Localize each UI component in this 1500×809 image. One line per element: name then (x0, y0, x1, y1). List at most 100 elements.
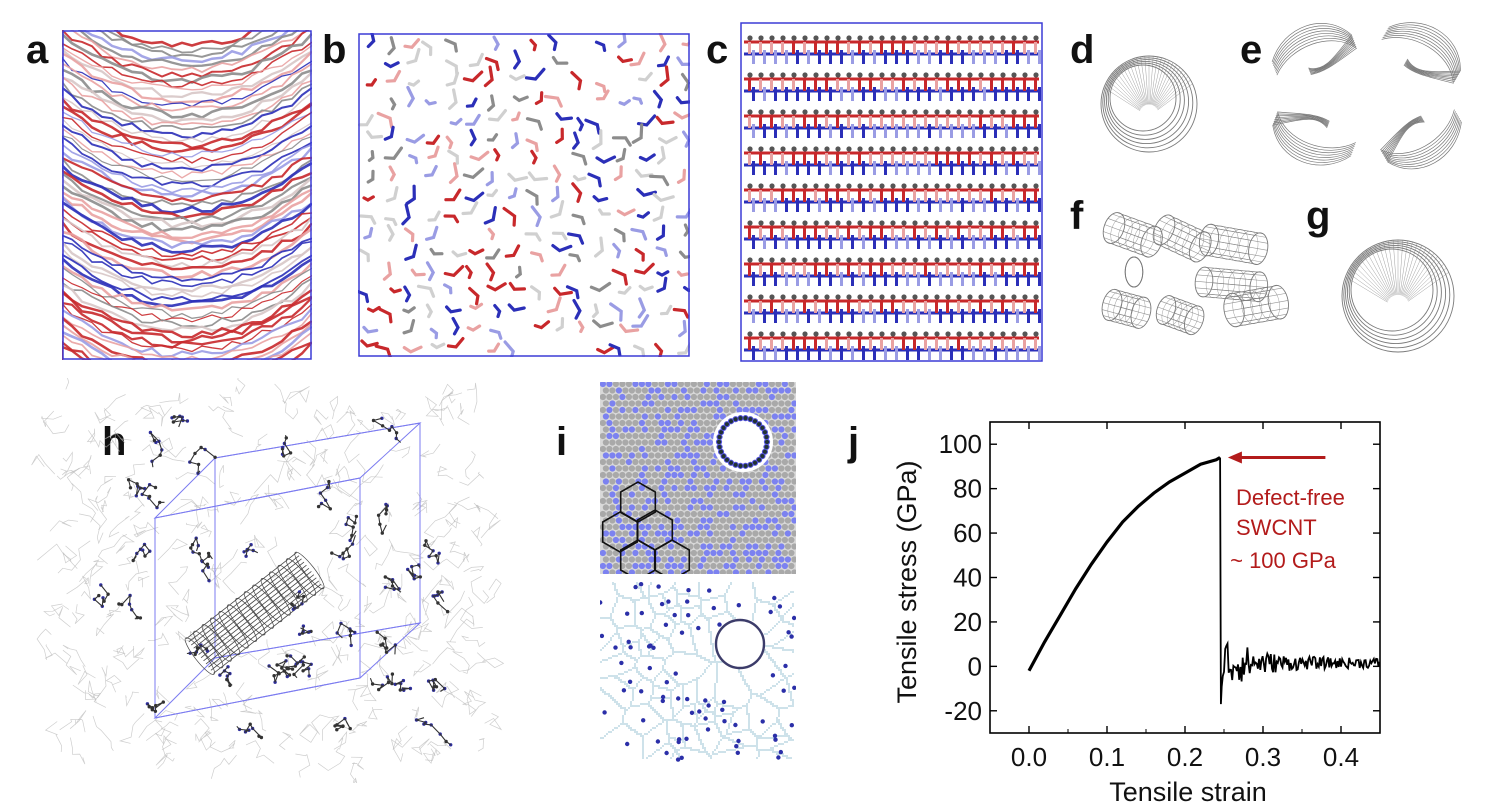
panel-label-h: h (102, 420, 127, 464)
atom (619, 471, 626, 479)
atom (788, 406, 795, 414)
layer-atom (890, 183, 896, 189)
atom (638, 562, 645, 570)
chain-line (62, 156, 312, 203)
layer-post (807, 87, 810, 101)
atom (645, 523, 652, 531)
atom (788, 393, 795, 401)
matrix-chain (49, 519, 79, 532)
layer-post (924, 42, 927, 54)
atom (606, 445, 613, 453)
layer-post (902, 227, 905, 239)
layer-post (807, 272, 810, 286)
layer-post (968, 301, 971, 313)
atom (771, 491, 778, 498)
layer-post (935, 42, 938, 54)
layer-post (972, 161, 975, 175)
chain-line (62, 97, 312, 150)
atom (752, 400, 759, 407)
atom (752, 569, 759, 574)
annotation-line-2: SWCNT (1236, 515, 1317, 540)
layer-post (895, 235, 898, 249)
atom (674, 452, 681, 459)
nanotube-line (208, 580, 320, 668)
layer-post (1034, 190, 1037, 202)
layer-atom (1011, 109, 1017, 115)
matrix-chain (106, 600, 124, 617)
atom (619, 523, 626, 531)
layer-atom (846, 72, 852, 78)
layer-atom (934, 294, 940, 300)
chain-line (62, 123, 312, 172)
layer-atom (956, 72, 962, 78)
layer-post (781, 301, 784, 313)
chain-segment (617, 286, 632, 295)
layer-post (752, 272, 755, 286)
chain-line (62, 56, 312, 108)
atom (791, 530, 796, 537)
functional-chain (414, 717, 452, 746)
chain-segment (675, 208, 690, 219)
atom (729, 393, 736, 401)
layer-post (913, 190, 916, 202)
atom (690, 406, 697, 414)
layer-post (1023, 264, 1026, 276)
layer-post (807, 161, 810, 175)
atom (742, 536, 749, 544)
matrix-chain (340, 409, 357, 437)
chain-segment (657, 145, 666, 165)
chain-segment (465, 97, 478, 108)
atom (700, 400, 707, 407)
layer-atom (824, 294, 830, 300)
chain-line (62, 322, 312, 360)
layer-post (994, 346, 997, 360)
atom (719, 543, 726, 550)
layer-post (902, 42, 905, 54)
layer-atom (813, 220, 819, 226)
layer-atom (791, 72, 797, 78)
atom (664, 406, 671, 414)
atom (723, 393, 730, 401)
layer-post (990, 116, 993, 128)
atom (778, 517, 785, 524)
layer-post (1038, 124, 1041, 138)
layer-post (829, 272, 832, 286)
layer-post (935, 153, 938, 165)
box-frame (358, 33, 690, 357)
matrix-chain (465, 451, 476, 480)
layer-atom (1000, 109, 1006, 115)
atom (667, 439, 674, 446)
atom (680, 452, 687, 459)
bundle-tube (1223, 284, 1289, 328)
atom (628, 439, 635, 446)
atom (654, 439, 661, 446)
layer-post (1012, 42, 1015, 54)
layer-post (891, 79, 894, 91)
wall-line (1112, 72, 1142, 108)
chain-segment (451, 250, 468, 258)
layer-post (873, 124, 876, 138)
layer-post (990, 190, 993, 202)
atom (609, 517, 616, 524)
atom (677, 419, 684, 427)
layer-post (752, 346, 755, 360)
atom (723, 549, 730, 557)
layer-post (748, 153, 751, 165)
atom (700, 569, 707, 574)
matrix-chain (66, 465, 91, 492)
chain-segment (568, 253, 581, 263)
voronoi-site (621, 688, 627, 693)
atom (710, 382, 717, 388)
wall-line (1401, 243, 1418, 296)
tube-ring (1205, 267, 1225, 299)
matrix-chain (475, 504, 499, 519)
layer-post (946, 42, 949, 54)
atom (651, 471, 658, 479)
atom (661, 491, 668, 498)
layer-post (957, 227, 960, 239)
layer-post (803, 79, 806, 91)
matrix-chain (138, 710, 178, 739)
nanotube-ring (193, 630, 224, 669)
atom (654, 530, 661, 537)
matrix-chain (449, 615, 475, 642)
